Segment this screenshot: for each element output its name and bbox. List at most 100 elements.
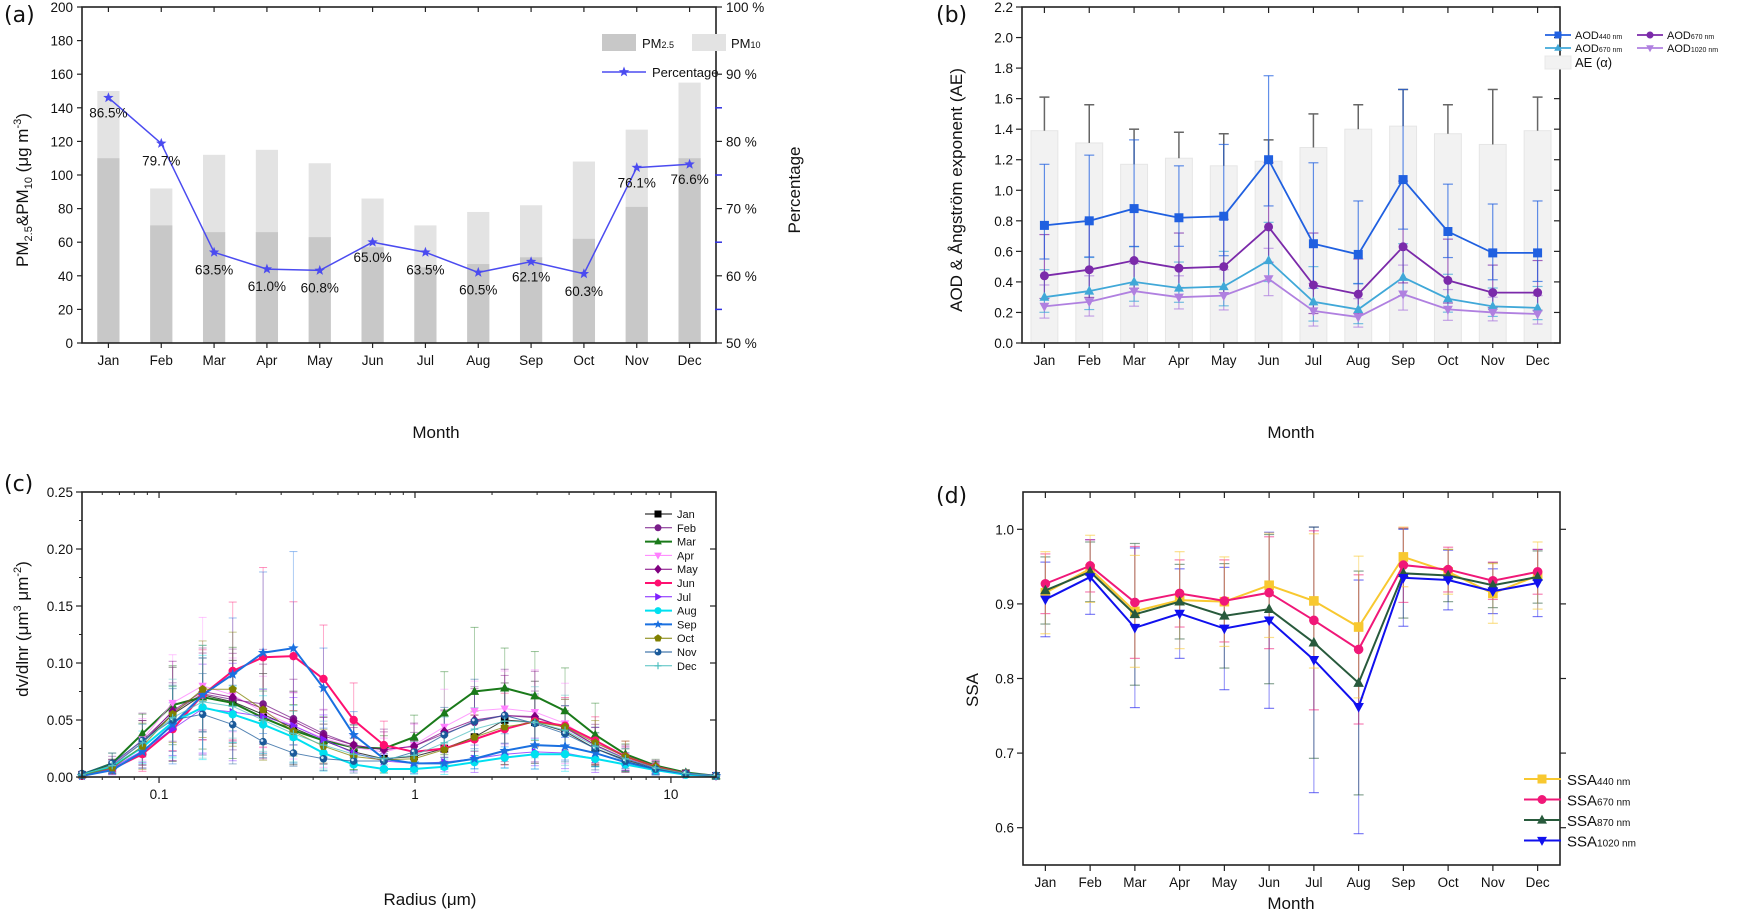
x-tick-label: May	[1212, 875, 1238, 890]
data-point	[288, 642, 299, 653]
series-line-oct	[81, 688, 717, 777]
x-tick-label: Mar	[1122, 353, 1146, 368]
panel-c-ylabel: dv/dlnr (μm3 μm-2)	[12, 561, 32, 697]
series-line-ssa870nm	[1044, 570, 1538, 685]
data-point	[1487, 579, 1499, 590]
data-point	[1263, 616, 1275, 627]
data-point	[1488, 288, 1498, 298]
x-tick-label: Feb	[1078, 875, 1101, 890]
data-point	[500, 753, 509, 762]
panel-c-label: (c)	[4, 472, 33, 497]
bar-pm25	[202, 232, 226, 343]
data-point	[561, 726, 569, 735]
legend-marker	[1537, 814, 1547, 824]
data-point	[1129, 623, 1141, 634]
legend-marker	[654, 648, 662, 656]
x-tick-label: Aug	[466, 353, 490, 368]
data-point	[1309, 615, 1319, 626]
percentage-data-label: 60.5%	[459, 282, 497, 297]
data-point	[1040, 578, 1051, 589]
percentage-data-label: 60.3%	[565, 284, 603, 299]
x-tick-label: Nov	[1481, 353, 1505, 368]
data-point-highlight	[260, 739, 264, 742]
data-point-highlight	[290, 750, 294, 754]
x-tick-label: Jan	[98, 353, 120, 368]
y-tick-label: 1.4	[994, 122, 1013, 137]
data-point	[1487, 308, 1498, 318]
data-point	[1264, 587, 1274, 598]
percentage-data-label: 63.5%	[406, 262, 444, 277]
legend-marker	[654, 564, 662, 574]
data-point	[1263, 255, 1274, 265]
data-point	[319, 754, 328, 763]
data-point-highlight	[411, 749, 415, 753]
data-point	[1219, 624, 1230, 635]
legend-marker	[1537, 836, 1547, 846]
x-tick-label: May	[1211, 353, 1237, 368]
data-point	[1219, 596, 1230, 606]
y-tick-label: 20	[58, 302, 73, 317]
data-point	[1443, 564, 1453, 575]
data-point	[439, 757, 450, 768]
y-tick-label: 1.0	[994, 183, 1013, 198]
percentage-data-label: 63.5%	[195, 262, 233, 277]
panel-b-ylabel: AOD & Ångström exponent (AE)	[947, 68, 966, 312]
data-point	[1084, 285, 1095, 295]
data-point	[500, 722, 509, 731]
data-point	[289, 651, 298, 661]
data-point	[500, 717, 509, 725]
data-point	[1084, 265, 1094, 275]
data-point	[590, 747, 601, 758]
series-line-jan	[81, 694, 717, 777]
data-point	[228, 692, 237, 703]
data-point	[1398, 552, 1409, 562]
data-point	[1173, 293, 1184, 303]
data-point	[1353, 249, 1363, 259]
y-tick-label: 0.25	[47, 485, 73, 500]
percentage-data-label: 79.7%	[142, 153, 180, 168]
data-point	[1174, 213, 1184, 223]
series-line-ssa440nm	[1044, 555, 1538, 629]
series-line-ssa1020nm	[1044, 575, 1538, 709]
y-tick-label: 140	[50, 101, 73, 116]
data-point	[349, 757, 358, 765]
legend-marker	[1646, 45, 1654, 53]
data-point	[258, 705, 268, 714]
data-point	[591, 754, 600, 763]
percentage-point	[367, 236, 378, 247]
data-point	[1442, 305, 1453, 315]
bar-pm25	[519, 257, 543, 343]
legend-marker	[654, 524, 662, 532]
data-point	[1308, 307, 1319, 317]
data-point	[1218, 292, 1229, 302]
data-point	[469, 753, 480, 764]
data-point	[198, 697, 207, 706]
data-point	[1263, 603, 1275, 613]
legend-marker	[654, 510, 662, 518]
x-tick-label: May	[307, 353, 333, 368]
data-point	[1533, 248, 1543, 258]
x-tick-label: Nov	[1481, 875, 1505, 890]
data-point	[591, 738, 600, 747]
legend-label: AOD670 nm	[1575, 43, 1622, 55]
series-line-ssa670nm	[1045, 564, 1538, 651]
data-point	[1263, 275, 1274, 285]
panel-d: (d) 0.6 0.7 0.8 0.9 1.0 Jan Feb Mar Apr May Jun Jul…	[936, 484, 1636, 913]
data-point	[470, 732, 479, 741]
data-point	[1398, 560, 1409, 570]
panel-d-xlabel: Month	[1267, 894, 1314, 913]
data-point	[1174, 609, 1185, 620]
data-point	[260, 712, 268, 721]
data-point	[470, 725, 479, 733]
x-tick-label: 10	[663, 787, 678, 802]
data-point	[409, 764, 419, 774]
y-tick-label: 0	[65, 336, 73, 351]
data-point	[168, 699, 177, 708]
y-tick-label: 0.6	[995, 821, 1014, 836]
percentage-line	[107, 97, 690, 275]
percentage-point	[314, 264, 325, 275]
data-point	[320, 735, 329, 744]
data-point	[470, 707, 479, 716]
bar-pm25	[678, 158, 701, 343]
